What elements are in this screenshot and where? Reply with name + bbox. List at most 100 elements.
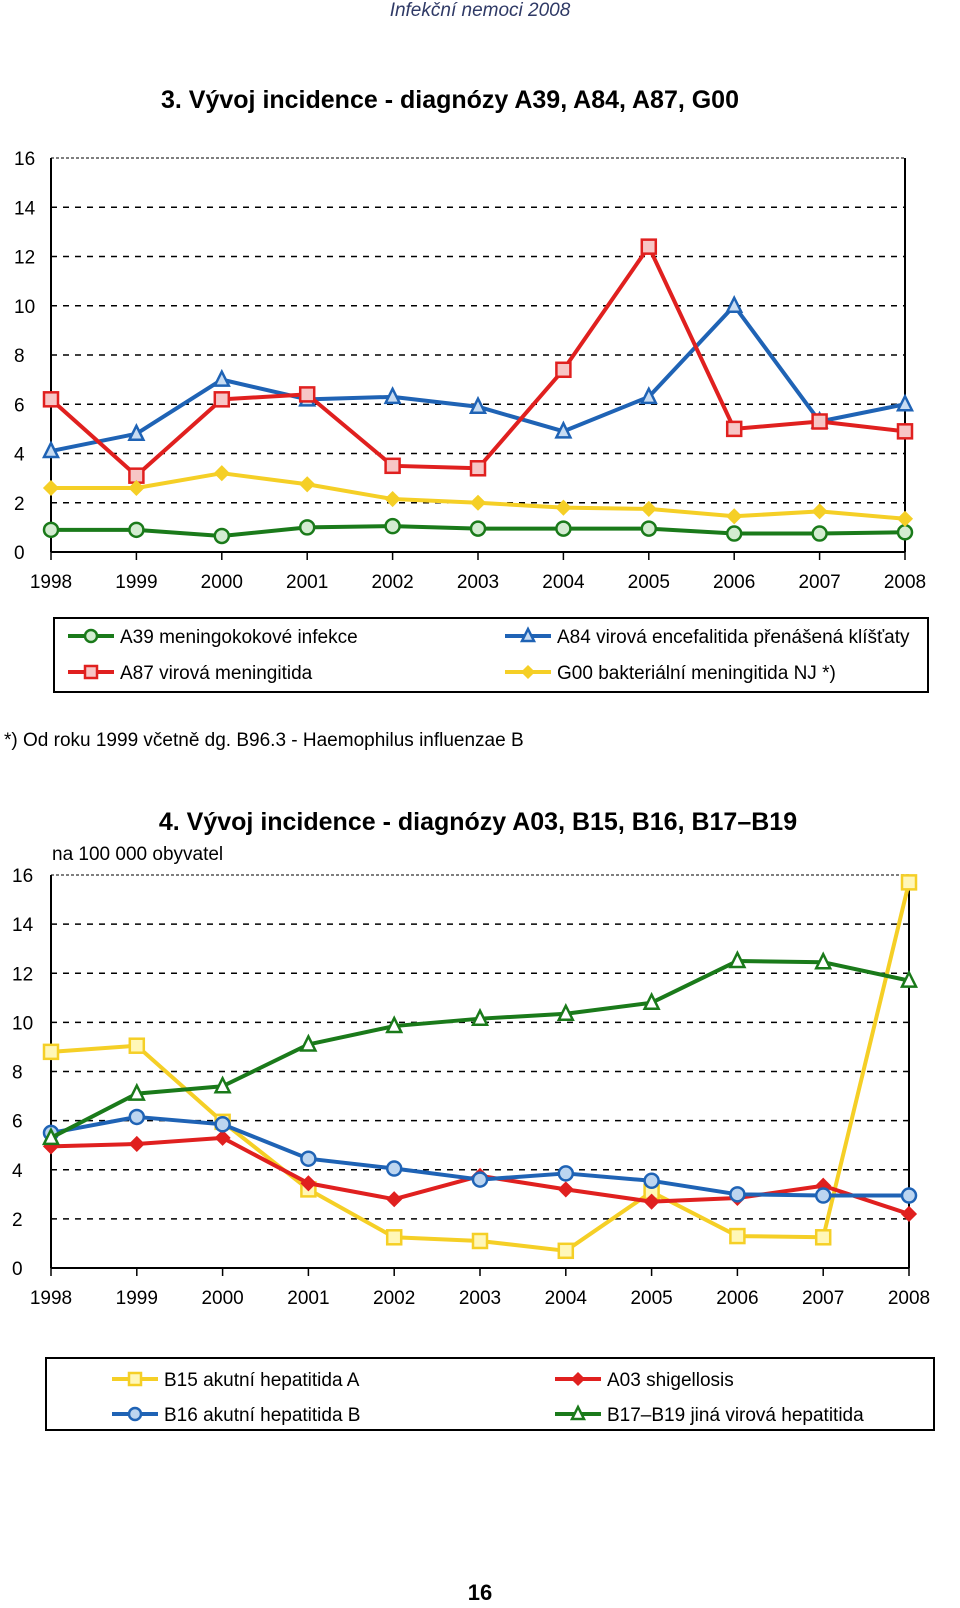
data-point	[643, 1193, 660, 1210]
x-tick-label: 2003	[457, 572, 499, 593]
legend-label: B17–B19 jiná virová hepatitida	[607, 1405, 864, 1426]
data-point	[468, 395, 488, 414]
y-tick-label: 14	[12, 915, 34, 936]
x-tick-label: 2006	[713, 572, 755, 593]
y-tick-label: 4	[14, 445, 25, 466]
legend-swatch-marker	[570, 1371, 586, 1387]
y-tick-label: 8	[12, 1063, 23, 1084]
y-tick-label: 6	[12, 1112, 23, 1133]
x-tick-label: 2001	[287, 1288, 329, 1309]
legend-item: A03 shigellosis	[555, 1370, 734, 1391]
legend-item: G00 bakteriální meningitida NJ *)	[505, 663, 836, 684]
legend-label: B16 akutní hepatitida B	[164, 1405, 360, 1426]
y-tick-label: 16	[12, 866, 33, 887]
x-tick-label: 2000	[201, 1288, 243, 1309]
data-point	[42, 1043, 60, 1061]
data-point	[42, 391, 60, 408]
data-point	[385, 1229, 403, 1246]
data-point	[298, 386, 316, 403]
y-tick-label: 0	[14, 543, 25, 564]
data-point	[42, 479, 60, 497]
series-4	[41, 950, 919, 1146]
series-line	[50, 958, 910, 1140]
legend-label: G00 bakteriální meningitida NJ *)	[557, 663, 836, 684]
data-point	[41, 1127, 61, 1146]
data-point	[640, 520, 658, 537]
data-point	[899, 969, 919, 988]
y-tick-label: 12	[14, 248, 35, 269]
x-tick-label: 1999	[115, 572, 157, 593]
x-tick-label: 2002	[371, 572, 413, 593]
data-point	[726, 508, 743, 525]
data-point	[900, 1187, 918, 1204]
data-point	[814, 951, 833, 970]
legend-item: B17–B19 jiná virová hepatitida	[555, 1404, 864, 1426]
legend-swatch-marker	[520, 664, 536, 680]
data-point	[213, 1075, 232, 1094]
legend-swatch-marker	[83, 628, 99, 644]
y-tick-label: 8	[14, 346, 25, 367]
chart-subtitle: na 100 000 obyvatel	[52, 844, 223, 865]
y-tick-label: 16	[14, 149, 35, 170]
data-point	[557, 1181, 574, 1198]
data-point	[725, 525, 743, 542]
legend-label: B15 akutní hepatitida A	[164, 1370, 360, 1391]
data-point	[555, 520, 572, 537]
legend-swatch-marker	[569, 1404, 587, 1421]
x-tick-label: 2008	[888, 1288, 930, 1309]
data-point	[471, 1171, 489, 1188]
data-point	[42, 521, 60, 539]
data-point	[385, 1015, 404, 1034]
data-point	[214, 1129, 231, 1146]
data-point	[298, 519, 316, 536]
data-point	[299, 476, 316, 493]
data-point	[811, 503, 828, 520]
data-point	[640, 238, 658, 255]
data-point	[725, 420, 743, 438]
data-point	[639, 386, 658, 405]
legend-item: A84 virová encefalitida přenášená klíšťa…	[505, 626, 910, 648]
x-tick-label: 2006	[716, 1288, 758, 1309]
chart-2: 4. Vývoj incidence - diagnózy A03, B15, …	[12, 808, 935, 1431]
legend-box	[45, 1357, 935, 1431]
y-tick-label: 14	[14, 198, 36, 219]
data-point	[471, 1232, 489, 1250]
x-tick-label: 2005	[628, 572, 670, 593]
data-point	[128, 1037, 146, 1054]
data-point	[814, 1187, 832, 1204]
chart-title: 4. Vývoj incidence - diagnózy A03, B15, …	[159, 808, 797, 836]
legend-swatch-marker	[519, 626, 537, 643]
legend-swatch-marker	[83, 664, 99, 680]
data-point	[900, 874, 918, 891]
y-tick-label: 2	[12, 1210, 23, 1231]
data-point	[729, 1186, 746, 1203]
data-point	[557, 1165, 575, 1182]
y-tick-label: 2	[14, 494, 25, 515]
data-point	[728, 950, 747, 969]
data-point	[811, 413, 828, 430]
series-line	[50, 303, 906, 453]
data-point	[386, 1191, 403, 1208]
data-point	[554, 420, 573, 439]
legend-item: B16 akutní hepatitida B	[112, 1405, 360, 1426]
data-point	[213, 465, 230, 482]
legend-box	[53, 617, 929, 693]
data-point	[127, 1082, 146, 1101]
data-point	[555, 361, 572, 379]
data-point	[896, 524, 914, 541]
data-point	[127, 423, 146, 442]
y-tick-label: 10	[12, 1013, 33, 1034]
data-point	[41, 440, 61, 459]
data-point	[900, 1205, 918, 1223]
data-point	[725, 294, 744, 313]
data-point	[128, 479, 145, 497]
x-tick-label: 2008	[884, 572, 926, 593]
data-point	[555, 499, 572, 516]
data-point	[128, 521, 145, 539]
legend-label: A87 virová meningitida	[120, 663, 313, 684]
x-tick-label: 2003	[459, 1288, 501, 1309]
x-tick-label: 1998	[30, 1288, 72, 1309]
series-3	[42, 238, 914, 484]
series-4	[42, 465, 914, 527]
y-tick-label: 4	[12, 1161, 23, 1182]
